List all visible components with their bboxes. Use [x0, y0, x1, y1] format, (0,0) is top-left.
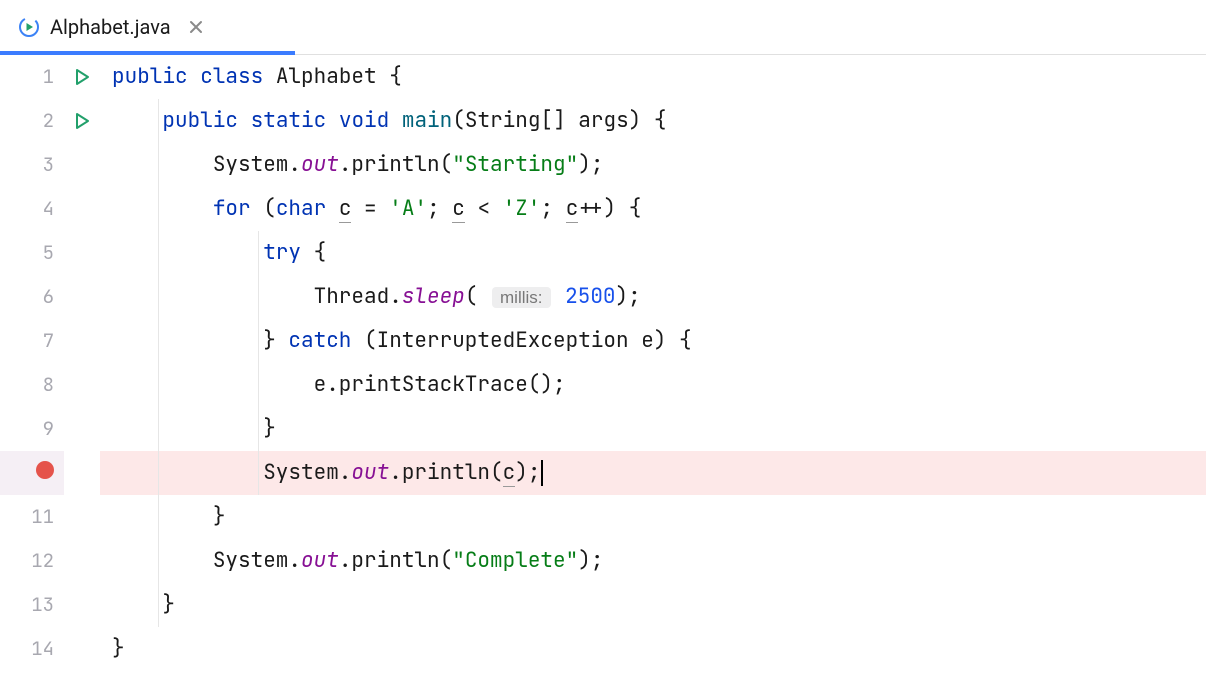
java-run-file-icon — [18, 16, 40, 38]
code-line: 1 public class Alphabet { — [0, 55, 1206, 99]
line-number[interactable]: 7 — [0, 319, 64, 363]
code-line: 2 public static void main(String[] args)… — [0, 99, 1206, 143]
code-line: 3 System.out.println("Starting"); — [0, 143, 1206, 187]
code-line-breakpoint: System.out.println(c); — [0, 451, 1206, 495]
run-gutter-icon[interactable] — [64, 68, 100, 86]
code-line: 13 } — [0, 583, 1206, 627]
code-line: 4 for (char c = 'A'; c < 'Z'; c++) { — [0, 187, 1206, 231]
line-number[interactable]: 2 — [0, 99, 64, 143]
code-line: 14 } — [0, 627, 1206, 671]
parameter-hint: millis: — [492, 287, 551, 308]
code-editor[interactable]: 1 public class Alphabet { 2 public stati… — [0, 55, 1206, 671]
code-line: 7 } catch (InterruptedException e) { — [0, 319, 1206, 363]
line-number[interactable]: 5 — [0, 231, 64, 275]
code-line: 8 e.printStackTrace(); — [0, 363, 1206, 407]
file-tab[interactable]: Alphabet.java — [0, 0, 223, 54]
code-line: 12 System.out.println("Complete"); — [0, 539, 1206, 583]
line-number[interactable]: 12 — [0, 539, 64, 583]
close-icon[interactable] — [189, 19, 205, 35]
line-number[interactable]: 14 — [0, 627, 64, 671]
line-number[interactable]: 6 — [0, 275, 64, 319]
line-number[interactable]: 9 — [0, 407, 64, 451]
line-number[interactable]: 3 — [0, 143, 64, 187]
code-line: 5 try { — [0, 231, 1206, 275]
code-line: 11 } — [0, 495, 1206, 539]
line-number[interactable]: 13 — [0, 583, 64, 627]
tab-bar: Alphabet.java — [0, 0, 1206, 55]
code-line: 9 } — [0, 407, 1206, 451]
breakpoint-marker[interactable] — [0, 451, 64, 495]
line-number[interactable]: 11 — [0, 495, 64, 539]
line-number[interactable]: 4 — [0, 187, 64, 231]
run-gutter-icon[interactable] — [64, 112, 100, 130]
text-cursor — [541, 460, 543, 486]
line-number[interactable]: 8 — [0, 363, 64, 407]
line-number[interactable]: 1 — [0, 55, 64, 99]
code-line: 6 Thread.sleep( millis: 2500); — [0, 275, 1206, 319]
tab-filename: Alphabet.java — [50, 15, 171, 39]
breakpoint-dot-icon — [36, 461, 54, 479]
